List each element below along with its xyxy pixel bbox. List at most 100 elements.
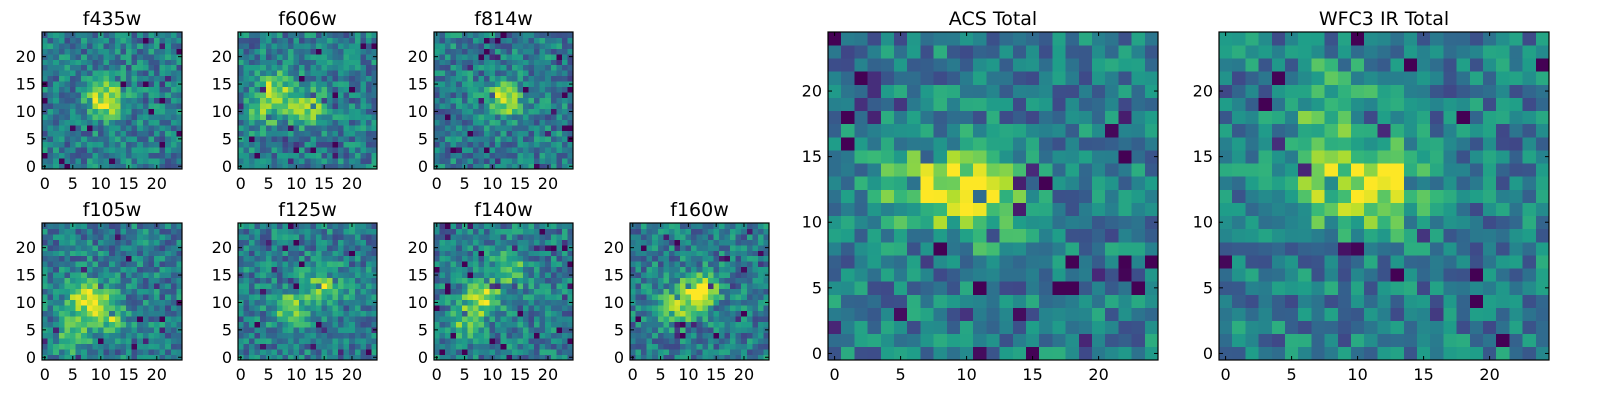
heatmap-cell xyxy=(522,354,529,361)
heatmap-cell xyxy=(517,283,524,290)
heatmap-cell xyxy=(663,332,670,339)
heatmap-cell xyxy=(741,277,748,284)
heatmap-cell xyxy=(98,228,104,235)
heatmap-cell xyxy=(47,239,54,246)
heatmap-cell xyxy=(338,299,344,306)
heatmap-cell xyxy=(114,119,121,126)
heatmap-cell xyxy=(730,299,736,306)
heatmap-cell xyxy=(478,332,485,339)
heatmap-cell xyxy=(148,316,155,322)
heatmap-cell xyxy=(702,283,709,290)
heatmap-cell xyxy=(641,283,648,290)
heatmap-cell xyxy=(663,261,670,268)
heatmap-cell xyxy=(349,244,356,251)
heatmap-cell xyxy=(315,59,322,66)
heatmap-cell xyxy=(1012,268,1027,282)
heatmap-cell xyxy=(142,255,149,262)
heatmap-cell xyxy=(439,239,446,246)
heatmap-cell xyxy=(757,233,764,240)
heatmap-cell xyxy=(354,158,361,164)
heatmap-cell xyxy=(137,37,144,44)
heatmap-cell xyxy=(567,233,574,240)
heatmap-cell xyxy=(500,272,507,279)
heatmap-cell xyxy=(243,250,250,257)
heatmap-cell xyxy=(315,108,322,115)
heatmap-cell xyxy=(131,223,138,229)
heatmap-cell xyxy=(478,239,485,246)
heatmap-cell xyxy=(159,250,166,257)
heatmap-cell xyxy=(349,316,356,322)
heatmap-cell xyxy=(539,354,546,361)
heatmap-cell xyxy=(288,141,294,148)
heatmap-cell xyxy=(321,125,328,131)
heatmap-cell xyxy=(434,228,440,235)
heatmap-cell xyxy=(293,53,300,60)
heatmap-cell xyxy=(691,277,698,284)
heatmap-cell xyxy=(567,266,574,273)
heatmap-cell xyxy=(757,223,764,229)
heatmap-cell xyxy=(365,316,372,322)
heatmap-cell xyxy=(109,125,116,131)
heatmap-cell xyxy=(646,310,653,317)
heatmap-cell xyxy=(47,70,54,77)
heatmap-cell xyxy=(349,152,356,159)
heatmap-cell xyxy=(1065,202,1080,217)
heatmap-cell xyxy=(1012,176,1027,190)
heatmap-cell xyxy=(114,147,121,153)
y-tick-label: 15 xyxy=(408,75,428,94)
heatmap-cell xyxy=(517,114,524,121)
heatmap-cell xyxy=(472,255,479,262)
heatmap-cell xyxy=(539,163,546,170)
heatmap-cell xyxy=(867,281,882,295)
heatmap-cell xyxy=(86,70,93,77)
heatmap-cell xyxy=(332,349,339,355)
heatmap-cell xyxy=(254,59,261,66)
heatmap-cell xyxy=(478,228,485,235)
heatmap-cell xyxy=(641,266,648,273)
heatmap-cell xyxy=(635,321,642,328)
heatmap-cell xyxy=(249,53,256,60)
heatmap-cell xyxy=(249,70,256,77)
heatmap-cell xyxy=(354,48,361,55)
heatmap-cell xyxy=(315,338,322,344)
heatmap-cell xyxy=(657,233,664,240)
heatmap-cell xyxy=(249,261,256,268)
heatmap-cell xyxy=(467,277,474,284)
heatmap-cell xyxy=(763,321,770,328)
heatmap-cell xyxy=(894,228,908,243)
heatmap-cell xyxy=(243,332,250,339)
heatmap-cell xyxy=(310,349,317,355)
heatmap-cell xyxy=(517,108,524,115)
heatmap-cell xyxy=(64,255,71,262)
heatmap-cell xyxy=(685,233,692,240)
heatmap-cell xyxy=(75,32,82,38)
heatmap-cell xyxy=(120,343,127,350)
heatmap-cell xyxy=(176,283,183,290)
heatmap-cell xyxy=(137,299,144,306)
heatmap-cell xyxy=(349,114,356,121)
heatmap-cell xyxy=(696,354,703,361)
heatmap-cell xyxy=(450,48,457,55)
heatmap-cell xyxy=(556,239,563,246)
x-tick-label: 0 xyxy=(432,174,442,193)
heatmap-cell xyxy=(176,261,183,268)
heatmap-cell xyxy=(120,37,127,44)
heatmap-cell xyxy=(550,332,557,339)
heatmap-cell xyxy=(763,261,770,268)
heatmap-cell xyxy=(880,307,895,321)
heatmap-cell xyxy=(114,152,121,159)
heatmap-cell xyxy=(657,266,664,273)
heatmap-cell xyxy=(238,130,244,137)
heatmap-cell xyxy=(763,255,770,262)
heatmap-cell xyxy=(126,283,132,290)
heatmap-cell xyxy=(489,108,496,115)
heatmap-cell xyxy=(98,277,104,284)
heatmap-cell xyxy=(64,53,71,60)
heatmap-cell xyxy=(528,266,535,273)
heatmap-cell xyxy=(752,233,759,240)
heatmap-cell xyxy=(349,158,356,164)
heatmap-cell xyxy=(53,343,60,350)
heatmap-cell xyxy=(534,255,540,262)
